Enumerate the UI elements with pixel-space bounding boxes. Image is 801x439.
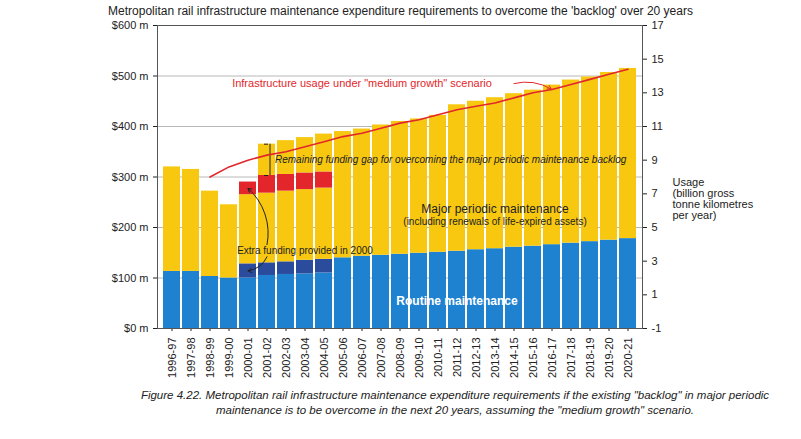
svg-text:2004-05: 2004-05 [318, 338, 330, 378]
svg-text:11: 11 [652, 120, 663, 132]
svg-text:2009-10: 2009-10 [413, 338, 425, 378]
svg-text:2007-08: 2007-08 [375, 338, 387, 378]
svg-text:2015-16: 2015-16 [527, 338, 539, 378]
svg-text:$0 m: $0 m [124, 322, 148, 334]
svg-text:2010-11: 2010-11 [432, 338, 444, 378]
svg-text:7: 7 [652, 187, 658, 199]
svg-text:17: 17 [652, 20, 664, 31]
svg-text:Major periodic maintenance: Major periodic maintenance [421, 202, 569, 216]
svg-text:2000-01: 2000-01 [242, 338, 254, 378]
svg-text:Routine maintenance: Routine maintenance [396, 294, 518, 308]
svg-text:-1: -1 [652, 322, 662, 334]
svg-text:2014-15: 2014-15 [508, 338, 520, 378]
svg-text:$400 m: $400 m [112, 120, 149, 132]
svg-text:2018-19: 2018-19 [584, 338, 596, 378]
svg-text:2017-18: 2017-18 [565, 338, 577, 378]
html-text:Figure 4.22. Metropolitan rail: Figure 4.22. Metropolitan rail infrastru… [140, 389, 770, 416]
svg-text:2011-12: 2011-12 [451, 338, 463, 378]
svg-text:$500 m: $500 m [112, 70, 149, 82]
svg-text:2008-09: 2008-09 [394, 338, 406, 378]
svg-text:2002-03: 2002-03 [280, 338, 292, 378]
svg-text:$200 m: $200 m [112, 221, 149, 233]
svg-text:2016-17: 2016-17 [546, 338, 558, 378]
svg-text:Remaining funding gap for over: Remaining funding gap for overcoming the… [275, 154, 627, 165]
svg-text:2019-20: 2019-20 [603, 338, 615, 378]
svg-text:1996-97: 1996-97 [166, 338, 178, 378]
svg-text:9: 9 [652, 154, 658, 166]
svg-text:13: 13 [652, 86, 664, 98]
svg-text:2012-13: 2012-13 [470, 338, 482, 378]
svg-text:2020-21: 2020-21 [622, 338, 634, 378]
html-text:Metropolitan rail infrastructu: Metropolitan rail infrastructure mainten… [108, 4, 693, 18]
svg-text:1999-00: 1999-00 [223, 338, 235, 378]
svg-text:2006-07: 2006-07 [356, 338, 368, 378]
svg-text:15: 15 [652, 53, 664, 65]
svg-text:5: 5 [652, 221, 658, 233]
svg-text:2005-06: 2005-06 [337, 338, 349, 378]
svg-text:3: 3 [652, 255, 658, 267]
svg-text:(including renewals of life-ex: (including renewals of life-expired asse… [403, 216, 586, 227]
svg-text:2003-04: 2003-04 [299, 338, 311, 378]
svg-text:2013-14: 2013-14 [489, 338, 501, 378]
svg-text:Infrastructure usage under "me: Infrastructure usage under "medium growt… [232, 77, 492, 89]
svg-text:$100 m: $100 m [112, 272, 149, 284]
svg-text:$300 m: $300 m [112, 171, 149, 183]
svg-text:1: 1 [652, 288, 658, 300]
svg-text:1998-99: 1998-99 [204, 338, 216, 378]
svg-text:2001-02: 2001-02 [261, 338, 273, 378]
svg-text:1997-98: 1997-98 [185, 338, 197, 378]
svg-text:Extra funding provided in 2000: Extra funding provided in 2000 [237, 245, 373, 256]
svg-text:Usage(billion grosstonne kilom: Usage(billion grosstonne kilometresper y… [673, 176, 754, 221]
svg-text:$600 m: $600 m [112, 20, 149, 31]
